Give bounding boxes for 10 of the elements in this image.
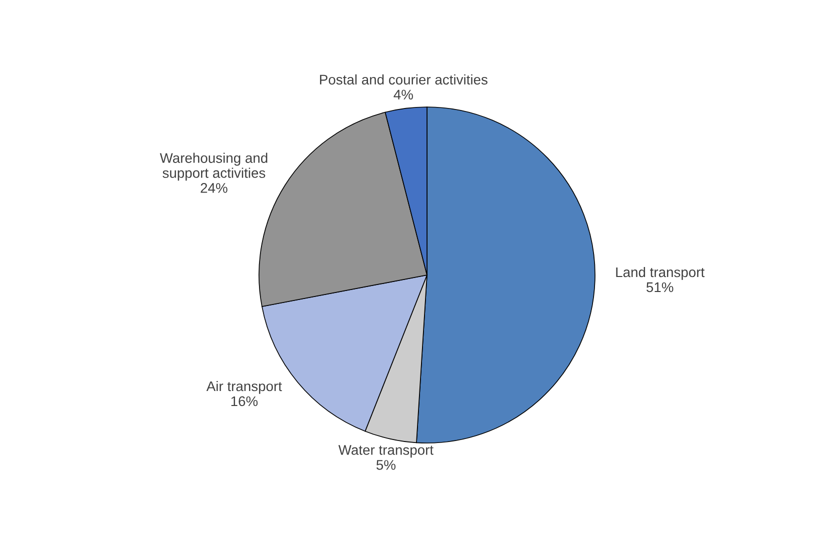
slice-label: Water transport <box>338 445 434 458</box>
data-label: 5% <box>376 460 396 470</box>
data-label: 4% <box>394 90 413 100</box>
slice-label: Postal and courier activities <box>320 74 488 85</box>
slice-label: Warehousing and support activities <box>160 152 268 181</box>
data-label: 51% <box>646 282 674 292</box>
data-label: 24% <box>200 183 228 193</box>
data-label: 16% <box>231 396 258 406</box>
slice-label: Land transport <box>616 266 705 280</box>
slice-label: Air transport <box>206 380 282 394</box>
